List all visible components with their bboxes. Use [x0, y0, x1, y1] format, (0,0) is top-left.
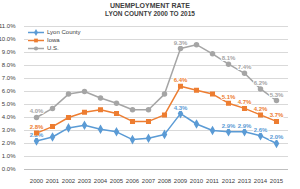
svg-text:2.8%: 2.8%: [30, 124, 44, 130]
html-text:Lyon County: Lyon County: [47, 29, 81, 35]
svg-text:2000: 2000: [30, 178, 44, 183]
svg-text:3.7%: 3.7%: [270, 112, 284, 118]
svg-text:2011: 2011: [206, 178, 220, 183]
html-text:UNEMPLOYMENT RATE: UNEMPLOYMENT RATE: [110, 2, 190, 9]
svg-text:2.2%: 2.2%: [30, 132, 44, 138]
svg-text:2.0%: 2.0%: [2, 140, 16, 146]
svg-text:4.2%: 4.2%: [254, 106, 268, 112]
svg-text:2004: 2004: [94, 178, 108, 183]
svg-text:4.3%: 4.3%: [174, 105, 188, 111]
svg-text:2007: 2007: [142, 178, 156, 183]
svg-text:2.6%: 2.6%: [254, 127, 268, 133]
html-text:Iowa: Iowa: [47, 37, 60, 43]
svg-text:6.0%: 6.0%: [2, 88, 16, 94]
svg-text:4.0%: 4.0%: [30, 108, 44, 114]
svg-text:2010: 2010: [190, 178, 204, 183]
svg-text:9.0%: 9.0%: [2, 49, 16, 55]
svg-text:9.3%: 9.3%: [174, 40, 188, 46]
svg-text:0.0%: 0.0%: [2, 166, 16, 172]
svg-text:11.0%: 11.0%: [0, 23, 16, 29]
svg-text:2014: 2014: [254, 178, 268, 183]
svg-text:5.3%: 5.3%: [270, 92, 284, 98]
svg-text:2002: 2002: [62, 178, 76, 183]
svg-text:2.0%: 2.0%: [270, 134, 284, 140]
svg-text:8.0%: 8.0%: [2, 62, 16, 68]
svg-text:4.7%: 4.7%: [238, 99, 252, 105]
svg-text:2013: 2013: [238, 178, 252, 183]
svg-text:7.0%: 7.0%: [2, 75, 16, 81]
svg-text:2009: 2009: [174, 178, 188, 183]
svg-text:2015: 2015: [270, 178, 284, 183]
svg-text:2003: 2003: [78, 178, 92, 183]
svg-text:5.0%: 5.0%: [2, 101, 16, 107]
svg-text:4.0%: 4.0%: [2, 114, 16, 120]
svg-text:8.1%: 8.1%: [222, 55, 236, 61]
svg-text:1.0%: 1.0%: [2, 153, 16, 159]
svg-text:7.4%: 7.4%: [238, 64, 252, 70]
svg-text:3.0%: 3.0%: [2, 127, 16, 133]
svg-text:6.4%: 6.4%: [174, 77, 188, 83]
svg-text:2.9%: 2.9%: [222, 123, 236, 129]
svg-text:2005: 2005: [110, 178, 124, 183]
svg-text:10.0%: 10.0%: [0, 36, 16, 42]
html-text:LYON COUNTY 2000 TO 2015: LYON COUNTY 2000 TO 2015: [105, 10, 195, 17]
svg-text:2008: 2008: [158, 178, 172, 183]
svg-text:5.1%: 5.1%: [222, 94, 236, 100]
svg-text:2001: 2001: [46, 178, 60, 183]
svg-text:2.9%: 2.9%: [238, 123, 252, 129]
html-text:U.S.: U.S.: [47, 45, 59, 51]
svg-text:6.2%: 6.2%: [254, 80, 268, 86]
svg-text:2006: 2006: [126, 178, 140, 183]
svg-text:2012: 2012: [222, 178, 236, 183]
